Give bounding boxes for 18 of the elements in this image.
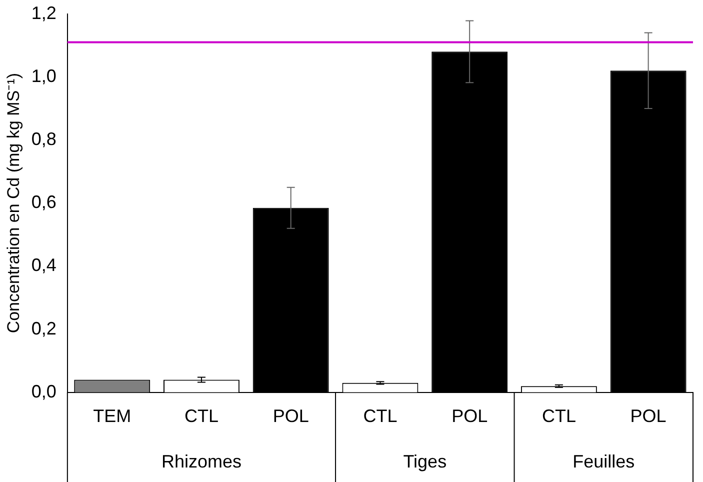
x-tick-label: TEM <box>93 406 132 426</box>
x-tick-label: CTL <box>542 406 576 426</box>
text: Feuilles <box>572 451 635 472</box>
y-tick-label: 0,4 <box>31 255 56 276</box>
text: Rhizomes <box>161 451 242 472</box>
x-tick-label: CTL <box>184 406 218 426</box>
x-tick-label: POL <box>452 406 488 426</box>
y-tick-label: 0,8 <box>31 128 56 149</box>
y-tick-label: 1,2 <box>31 2 56 23</box>
x-tick-label: CTL <box>363 406 398 426</box>
y-tick-label: 0,6 <box>31 192 56 212</box>
x-tick-label: POL <box>630 406 666 426</box>
y-tick-label: 0,0 <box>31 381 56 402</box>
text: Tiges <box>403 451 447 472</box>
x-tick-label: POL <box>272 406 309 426</box>
y-axis-title: Concentration en Cd (mg kg MS⁻¹) <box>4 73 23 334</box>
y-tick-label: 1,0 <box>31 66 56 86</box>
y-tick-label: 0,2 <box>31 318 56 338</box>
